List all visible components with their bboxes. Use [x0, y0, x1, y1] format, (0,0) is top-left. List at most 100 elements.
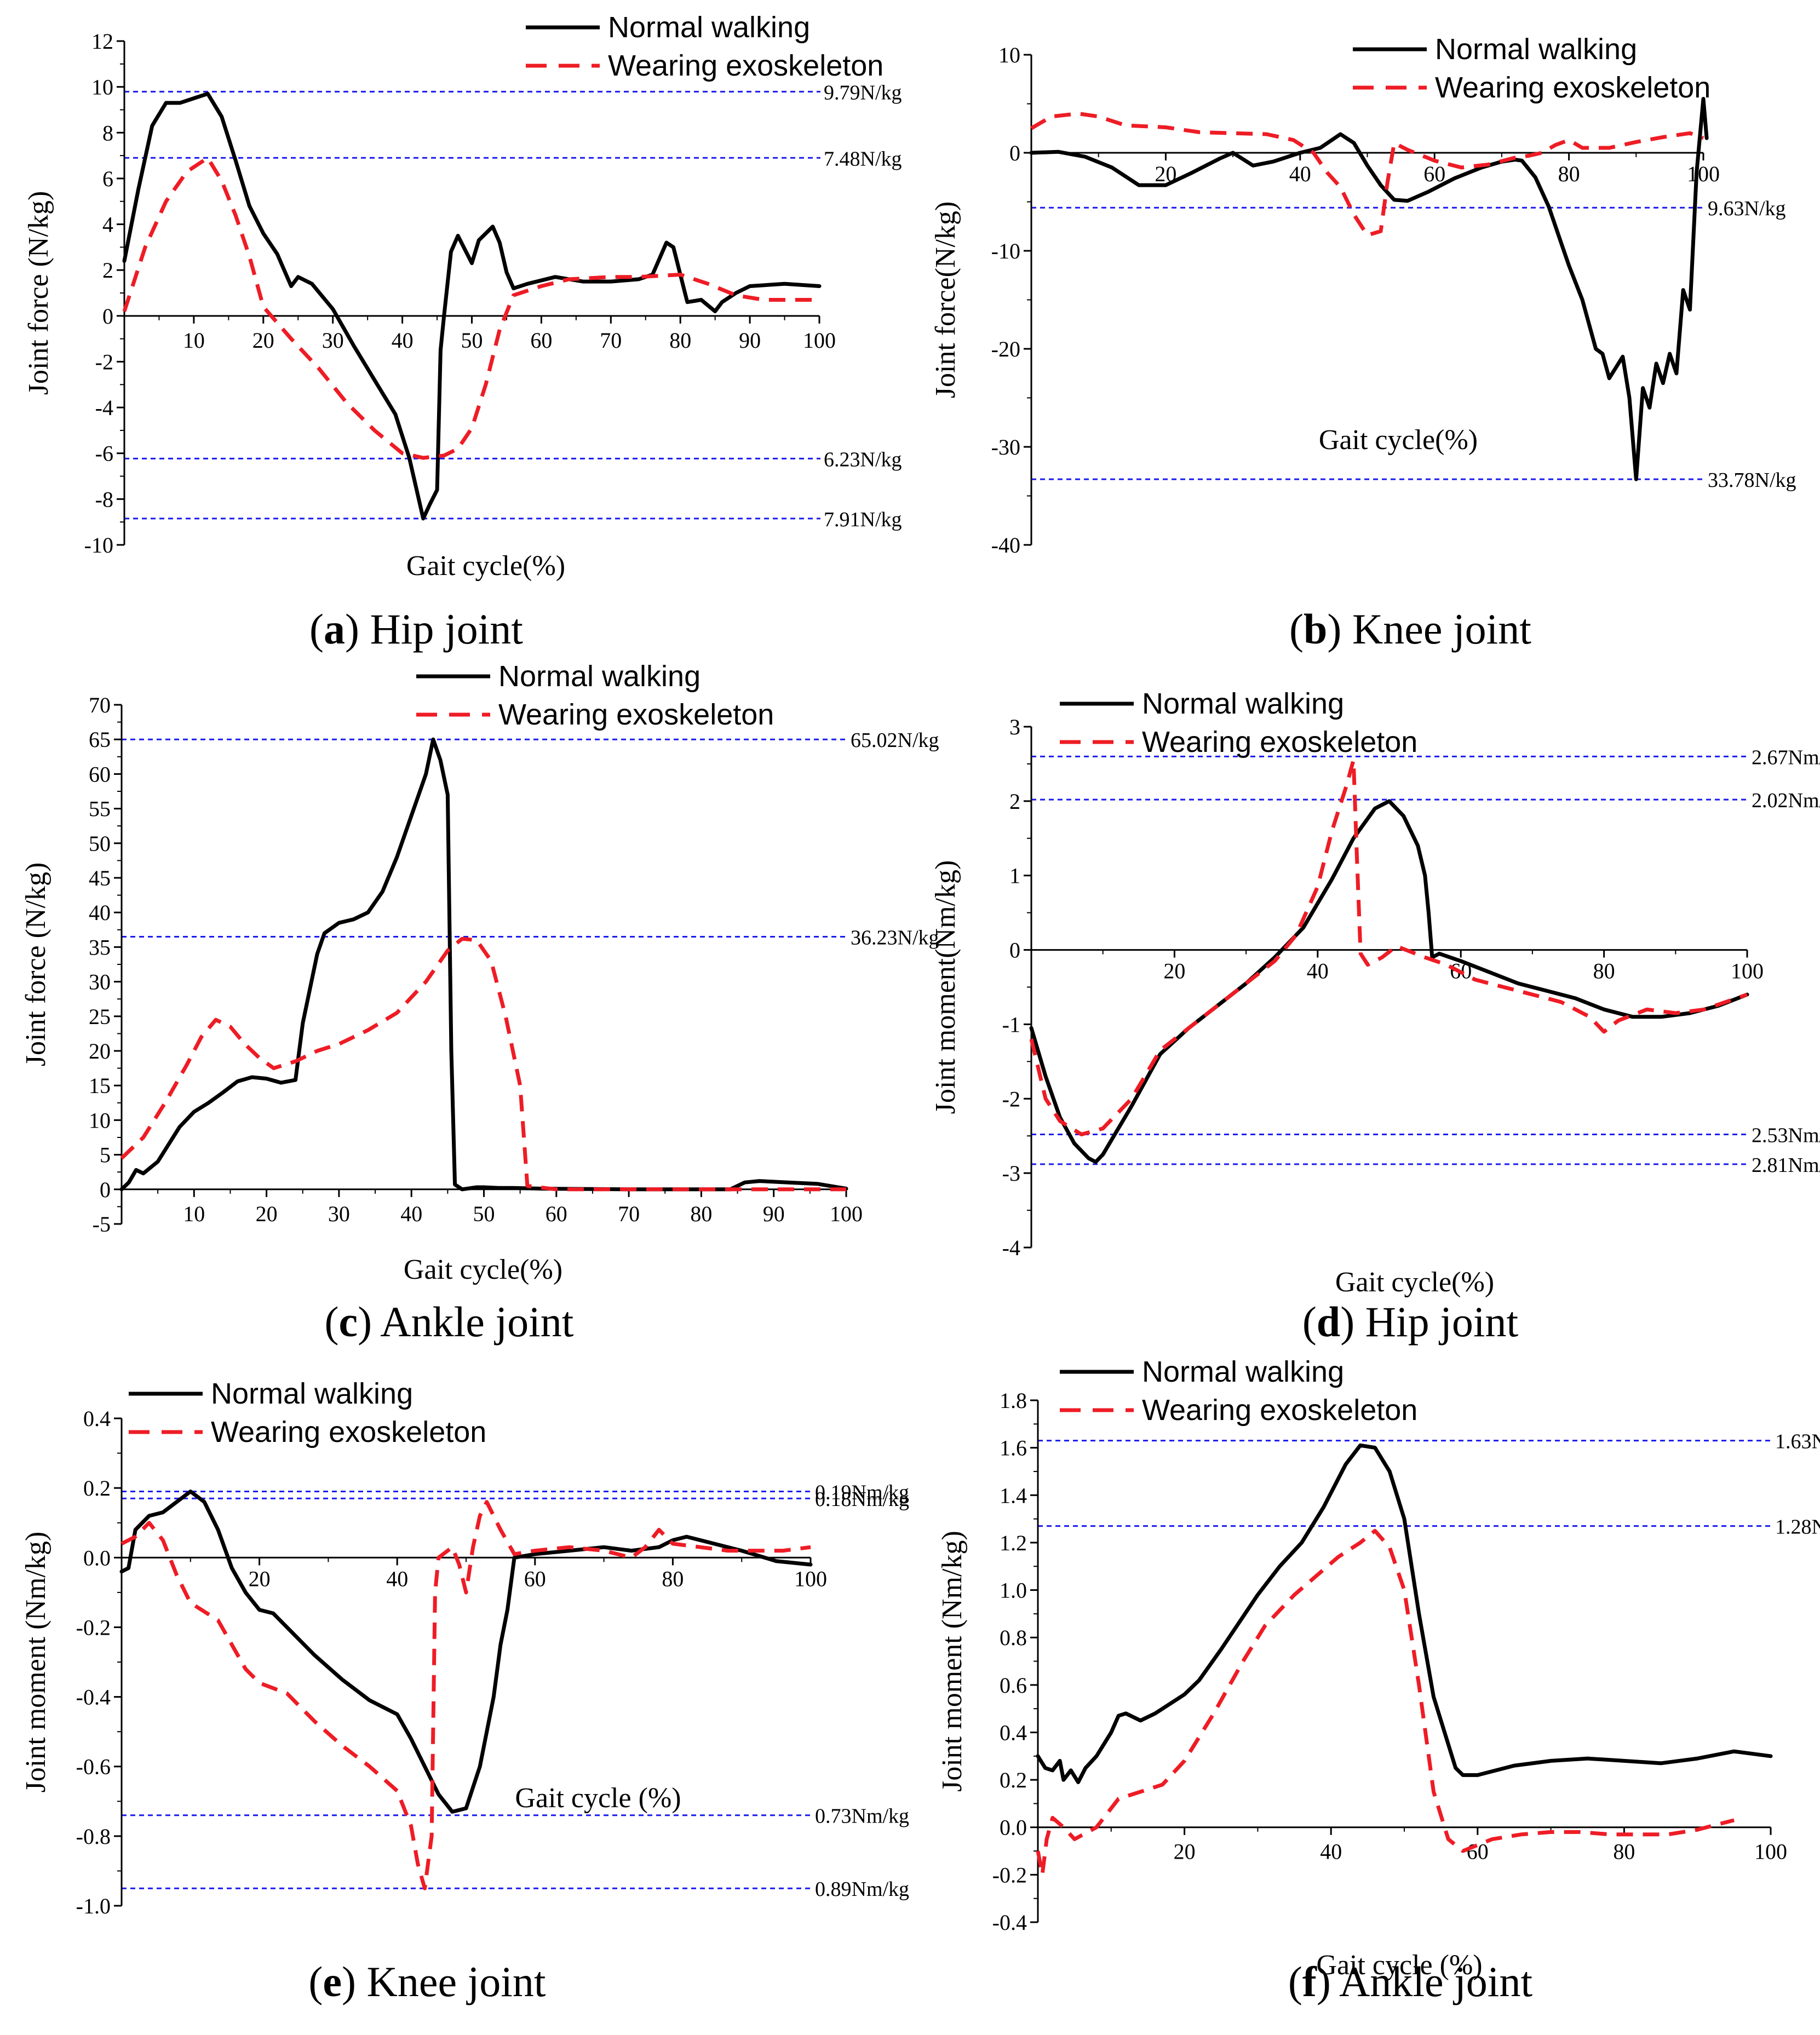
series-wearing-exoskeleton [1029, 758, 1748, 1136]
reference-label: 36.23N/kg [851, 926, 939, 949]
caption-letter: c [339, 1298, 358, 1346]
series-normal-walking [1036, 1443, 1773, 1784]
y-tick-label: 15 [89, 1073, 111, 1098]
y-tick-label: 8 [102, 120, 113, 145]
series-normal-walking [119, 737, 848, 1192]
y-tick-label: 70 [89, 693, 111, 717]
reference-label: 0.18Nm/kg [815, 1488, 909, 1511]
y-tick-label: 0 [100, 1177, 111, 1202]
y-tick-label: -4 [95, 395, 113, 420]
y-tick-label: 0.8 [1000, 1625, 1027, 1650]
caption-letter: e [323, 1958, 342, 2005]
series-normal-walking [119, 1490, 813, 1814]
y-tick-label: -0.8 [76, 1824, 111, 1849]
y-tick-label: -2 [95, 349, 113, 374]
legend-label-exo: Wearing exoskeleton [498, 698, 774, 731]
y-tick-label: -2 [1002, 1087, 1020, 1111]
panel-caption: (e) Knee joint [308, 1958, 546, 2005]
x-axis-title: Gait cycle(%) [1335, 1267, 1494, 1298]
x-tick-label: 30 [328, 1202, 350, 1226]
chart-f: 1.63Nm/kg 1.28Nm/kg -0.4 -0.2 0.0 0.2 0.4 0.6 0.… [937, 1355, 1820, 2005]
x-tick-label: 60 [546, 1202, 567, 1226]
legend-label-exo: Wearing exoskeleton [1435, 71, 1710, 104]
y-tick-label: 20 [89, 1039, 111, 1064]
caption-letter: f [1302, 1958, 1317, 2005]
caption-paren-open: ( [1302, 1298, 1317, 1346]
chart-a: 9.79N/kg 7.48N/kg 6.23N/kg 7.91N/kg -10 -8 -6 -… [23, 11, 902, 653]
x-tick-label: 80 [662, 1566, 684, 1591]
y-tick-label: -10 [84, 533, 113, 557]
x-tick-label: 80 [1558, 162, 1580, 186]
x-tick-label: 40 [400, 1202, 422, 1226]
caption-title: ) Hip joint [1340, 1298, 1518, 1346]
x-tick-label: 10 [183, 1202, 205, 1226]
y-tick-label: 40 [89, 900, 111, 925]
reference-label: 1.28Nm/kg [1775, 1516, 1820, 1539]
x-tick-label: 100 [830, 1202, 863, 1226]
reference-label: 0.19Nm/kg [815, 1481, 909, 1504]
y-tick-label: 50 [89, 831, 111, 856]
reference-label: 6.23N/kg [824, 448, 902, 471]
y-tick-label: 10 [91, 75, 113, 100]
x-tick-label: 20 [1174, 1839, 1196, 1864]
y-axis-title: Joint moment(Nm/kg) [930, 860, 961, 1114]
x-axis-title: Gait cycle(%) [406, 550, 565, 582]
x-axis-title: Gait cycle(%) [404, 1254, 562, 1285]
caption-paren-open: ( [325, 1298, 339, 1346]
x-tick-label: 50 [473, 1202, 495, 1226]
reference-label: 2.67Nm/kg [1752, 746, 1820, 769]
x-tick-label: 60 [524, 1566, 546, 1591]
y-tick-label: 1.2 [1000, 1531, 1027, 1555]
series-wearing-exoskeleton [120, 936, 846, 1192]
x-tick-label: 100 [1754, 1839, 1787, 1864]
legend-label-normal: Normal walking [211, 1377, 413, 1410]
x-tick-label: 80 [690, 1202, 712, 1226]
x-tick-label: 40 [1289, 162, 1311, 186]
legend-label-normal: Normal walking [608, 11, 810, 44]
y-tick-label: -5 [93, 1212, 111, 1237]
y-tick-label: 1 [1009, 864, 1020, 888]
y-axis-title: Joint force (N/kg) [23, 191, 54, 395]
series-wearing-exoskeleton [1036, 1528, 1735, 1877]
x-tick-label: 90 [739, 328, 761, 353]
reference-label: 0.89Nm/kg [815, 1878, 909, 1901]
y-tick-label: 0.6 [1000, 1673, 1027, 1698]
x-tick-label: 100 [803, 328, 836, 353]
y-tick-label: 55 [89, 797, 111, 821]
y-tick-label: 35 [89, 935, 111, 959]
x-axis-title: Gait cycle (%) [515, 1783, 681, 1814]
y-tick-label: -0.4 [992, 1910, 1027, 1935]
y-tick-label: 0.0 [83, 1545, 111, 1570]
x-tick-label: 60 [530, 328, 552, 353]
reference-label: 1.63Nm/kg [1775, 1430, 1820, 1453]
caption-title: ) Knee joint [1327, 605, 1531, 653]
reference-label: 2.81Nm/kg [1752, 1154, 1820, 1177]
y-tick-label: 30 [89, 970, 111, 994]
series-normal-walking [1029, 97, 1709, 481]
y-axis-title: Joint moment (Nm/kg) [937, 1531, 968, 1792]
y-tick-label: 10 [998, 43, 1020, 67]
caption-paren-open: ( [309, 605, 324, 653]
y-tick-label: 5 [100, 1143, 111, 1168]
x-tick-label: 20 [252, 328, 274, 353]
y-tick-label: 0 [1009, 141, 1020, 165]
y-tick-label: 65 [89, 727, 111, 752]
y-tick-label: 0.4 [83, 1406, 111, 1431]
caption-letter: d [1317, 1298, 1340, 1346]
y-tick-label: 1.0 [1000, 1578, 1027, 1603]
legend-label-normal: Normal walking [1142, 1355, 1344, 1388]
y-tick-label: 0 [102, 304, 113, 329]
x-tick-label: 50 [461, 328, 483, 353]
y-axis-title: Joint force(N/kg) [930, 202, 961, 399]
legend: Normal walking Wearing exoskeleton [526, 11, 883, 82]
x-tick-label: 60 [1423, 162, 1445, 186]
legend: Normal walking Wearing exoskeleton [1060, 687, 1417, 758]
y-tick-label: -8 [95, 487, 113, 511]
y-tick-label: -0.2 [76, 1615, 111, 1640]
chart-c: 65.02N/kg 36.23N/kg -5 0 5 10 15 20 25 30 35 40 45 50… [20, 660, 939, 1346]
y-tick-label: 60 [89, 762, 111, 786]
series-normal-walking [1029, 799, 1749, 1164]
caption-title: ) Ankle joint [358, 1298, 574, 1346]
